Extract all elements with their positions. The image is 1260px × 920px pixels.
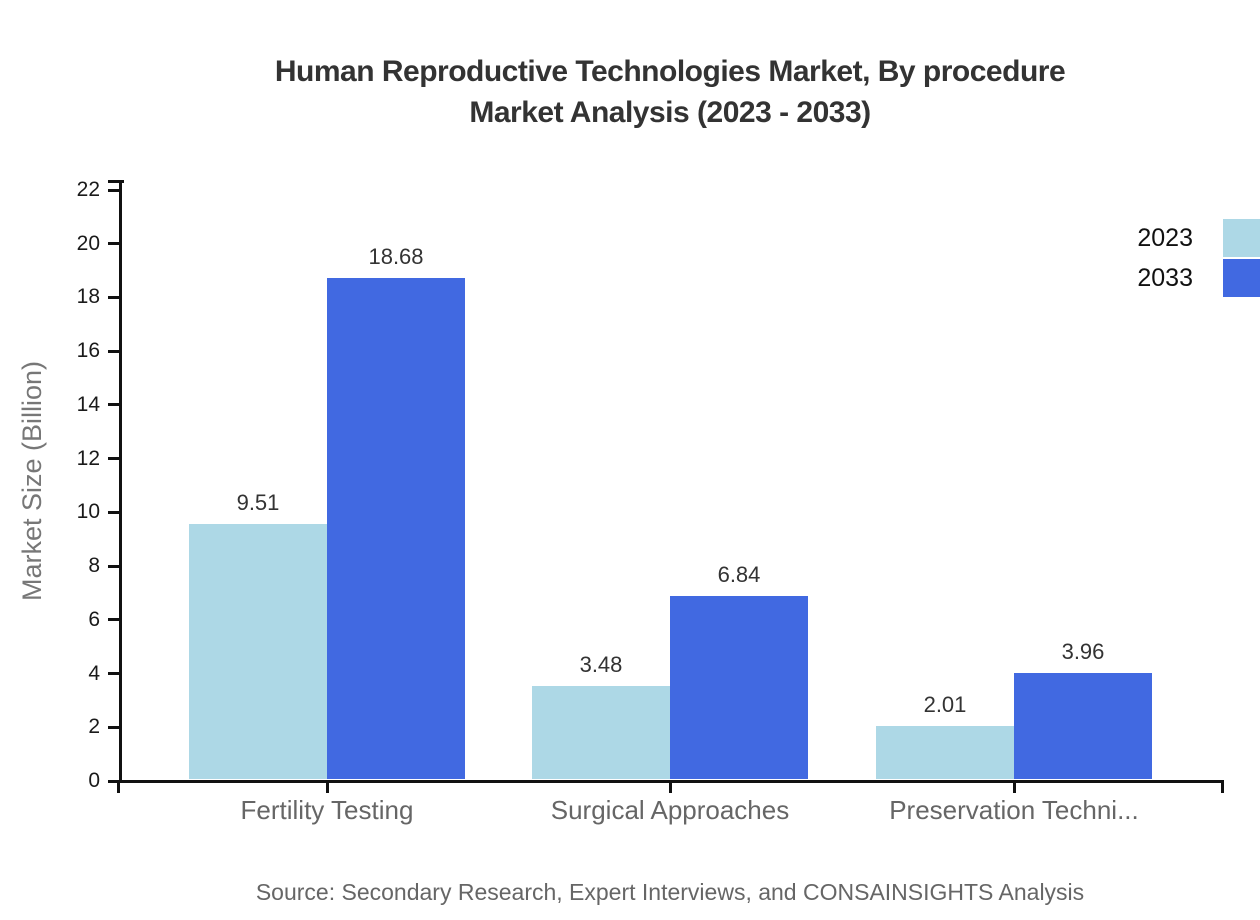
x-axis-left-cap [117, 781, 120, 793]
category-label-fertility-testing: Fertility Testing [240, 795, 414, 825]
bar-2023-surgical-approaches [532, 686, 670, 780]
y-tick-label-10: 10 [76, 500, 100, 524]
y-tick-22 [108, 188, 120, 192]
category-label-surgical-approaches: Surgical Approaches [550, 795, 790, 825]
bar-value-label-2023-fertility-testing: 9.51 [236, 490, 280, 516]
chart-title-line2: Market Analysis (2023 - 2033) [469, 96, 871, 129]
y-tick-label-2: 2 [88, 715, 100, 739]
chart-title-line1: Human Reproductive Technologies Market, … [274, 55, 1066, 88]
x-axis-right-cap [1221, 781, 1224, 793]
y-tick-18 [108, 295, 120, 299]
chart-title: Human Reproductive Technologies Market, … [80, 51, 1260, 133]
x-tick-fertility-testing [325, 781, 329, 793]
y-tick-12 [108, 457, 120, 461]
y-tick-14 [108, 403, 120, 407]
y-tick-label-8: 8 [88, 554, 100, 578]
y-tick-label-14: 14 [76, 392, 100, 416]
bar-2033-fertility-testing [327, 277, 465, 780]
bar-2023-fertility-testing [189, 524, 327, 780]
y-tick-label-4: 4 [88, 661, 100, 685]
y-tick-20 [108, 242, 120, 246]
y-tick-0 [108, 779, 120, 783]
y-tick-label-0: 0 [88, 769, 100, 792]
y-tick-label-20: 20 [76, 231, 100, 255]
y-tick-label-12: 12 [76, 446, 100, 470]
y-tick-label-18: 18 [76, 285, 100, 309]
y-tick-10 [108, 510, 120, 514]
y-tick-label-22: 22 [76, 178, 100, 201]
y-axis-line [118, 179, 122, 783]
bar-value-label-2033-surgical-approaches: 6.84 [717, 561, 761, 587]
bar-value-label-2033-preservation-techni: 3.96 [1061, 639, 1105, 665]
bar-value-label-2033-fertility-testing: 18.68 [368, 243, 424, 269]
category-label-preservation-techni: Preservation Techni... [889, 795, 1139, 825]
y-tick-4 [108, 672, 120, 676]
bar-2023-preservation-techni [876, 725, 1014, 780]
y-tick-2 [108, 725, 120, 729]
bar-2033-preservation-techni [1014, 673, 1152, 780]
source-attribution: Source: Secondary Research, Expert Inter… [255, 879, 1085, 905]
y-tick-16 [108, 349, 120, 353]
bar-2033-surgical-approaches [670, 595, 808, 780]
x-tick-preservation-techni [1012, 781, 1016, 793]
y-axis-top-cap [108, 179, 124, 183]
legend-label-2023: 2023 [1137, 224, 1193, 252]
x-tick-surgical-approaches [668, 781, 672, 793]
legend-swatch-2033 [1223, 259, 1260, 297]
y-tick-6 [108, 618, 120, 622]
legend-swatch-2023 [1223, 219, 1260, 257]
y-tick-8 [108, 564, 120, 568]
bar-value-label-2023-preservation-techni: 2.01 [923, 691, 967, 717]
legend-label-2033: 2033 [1137, 264, 1193, 292]
y-tick-label-6: 6 [88, 607, 100, 631]
y-tick-label-16: 16 [76, 339, 100, 363]
bar-value-label-2023-surgical-approaches: 3.48 [579, 652, 623, 677]
